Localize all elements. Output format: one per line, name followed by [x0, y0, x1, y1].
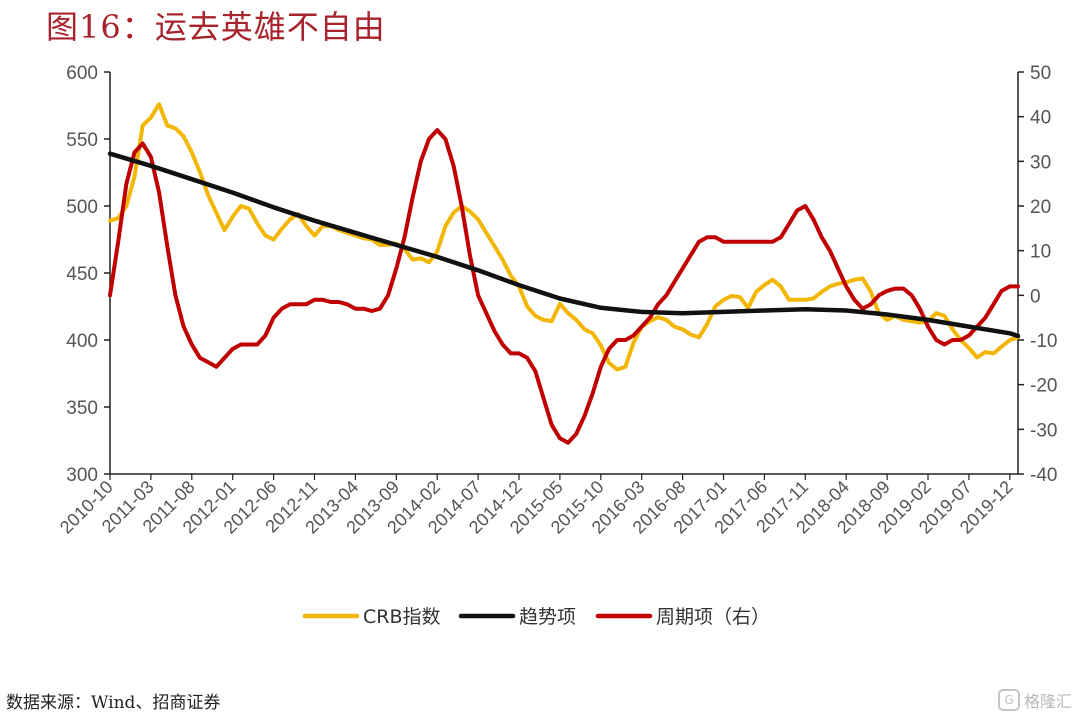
legend-label-3: 周期项（右） [656, 606, 770, 628]
left-tick-label: 450 [66, 264, 98, 285]
right-tick-label: 30 [1030, 152, 1051, 173]
right-tick-label: -20 [1030, 376, 1057, 397]
left-tick-label: 400 [66, 331, 98, 352]
series-lines [107, 102, 1021, 445]
left-tick-label: 600 [66, 63, 98, 84]
left-tick-label: 550 [66, 130, 98, 151]
left-tick-label: 300 [66, 465, 98, 486]
legend: CRB指数 趋势项 周期项（右） [302, 606, 770, 628]
series-line-1 [108, 102, 1020, 372]
right-tick-label: 10 [1030, 242, 1051, 263]
right-tick-label: 20 [1030, 197, 1051, 218]
legend-label-2: 趋势项 [519, 606, 576, 628]
chart-canvas: 300 350 400 450 500 550 600 -40 -30 -20 -10 0 10 20 30… [56, 63, 1057, 628]
watermark: G 格隆汇 [997, 688, 1072, 712]
left-tick-label: 350 [66, 398, 98, 419]
right-tick-label: -40 [1030, 465, 1057, 486]
right-tick-label: 0 [1030, 286, 1041, 307]
right-tick-label: 40 [1030, 108, 1051, 129]
chart-title: 图16：运去英雄不自由 [46, 8, 386, 46]
series-line-3 [108, 128, 1020, 445]
right-tick-label: -30 [1030, 420, 1057, 441]
watermark-text: 格隆汇 [1023, 692, 1072, 711]
source-note: 数据来源：Wind、招商证券 [6, 693, 221, 713]
series-line-2 [107, 151, 1021, 339]
watermark-logo-icon: G [997, 689, 1020, 711]
right-tick-label: -10 [1030, 331, 1057, 352]
legend-label-1: CRB指数 [363, 606, 441, 628]
axes: 300 350 400 450 500 550 600 -40 -30 -20 -10 0 10 20 30… [56, 63, 1057, 538]
right-tick-label: 50 [1030, 63, 1051, 84]
left-tick-label: 500 [66, 197, 98, 218]
